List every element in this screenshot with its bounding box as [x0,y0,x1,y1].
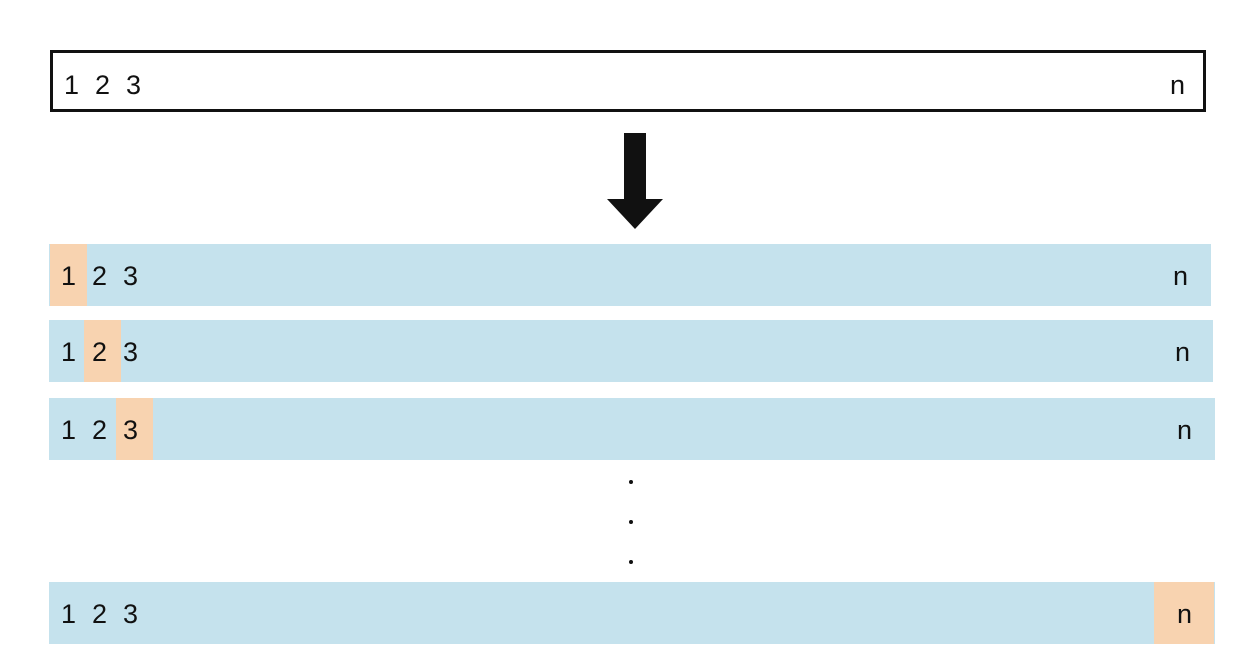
down-arrow-icon [607,133,663,229]
sequence-token-1: 1 [64,70,80,100]
row-token-3: 3 [123,337,139,367]
row-token-2: 2 [92,599,108,629]
row-token-1: 1 [61,415,77,445]
masked-row-n: 1 2 3 n [49,582,1215,644]
row-token-n: n [1176,415,1192,445]
highlight-cell-n [1154,582,1214,644]
ellipsis-dot [629,560,633,564]
row-token-1: 1 [61,261,77,291]
highlight-cell-3 [116,398,153,460]
row-token-2: 2 [92,261,108,291]
row-token-2: 2 [92,337,108,367]
row-token-3: 3 [123,599,139,629]
masked-row-3: 1 2 3 n [49,398,1215,460]
ellipsis-dot [629,480,633,484]
row-token-3: 3 [123,415,139,445]
row-token-3: 3 [123,261,139,291]
ellipsis-dot [629,520,633,524]
row-token-2: 2 [92,415,108,445]
sequence-token-3: 3 [126,70,142,100]
sequence-token-n: n [1169,70,1185,100]
masked-row-2: 1 2 3 n [49,320,1213,382]
row-token-n: n [1174,337,1190,367]
highlight-cell-2 [84,320,121,382]
highlight-cell-1 [50,244,87,306]
row-token-1: 1 [61,599,77,629]
row-token-n: n [1172,261,1188,291]
row-token-1: 1 [61,337,77,367]
input-sequence-box: 1 2 3 n [50,50,1206,112]
row-token-n: n [1176,599,1192,629]
masked-row-1: 1 2 3 n [49,244,1211,306]
sequence-token-2: 2 [95,70,111,100]
